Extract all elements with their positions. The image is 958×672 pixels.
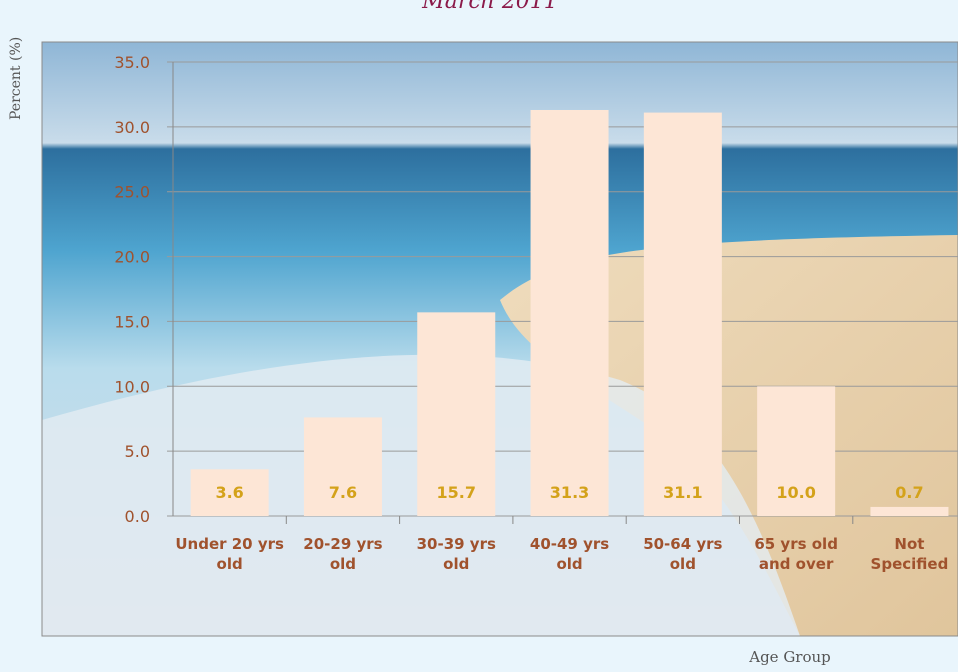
x-tick-label: 50-64 yrs old [643,535,723,573]
value-label: 0.7 [895,483,923,502]
y-tick-label: 5.0 [125,442,150,461]
bar [870,506,949,516]
y-tick-label: 35.0 [114,53,150,72]
value-label: 10.0 [776,483,815,502]
bar [303,417,382,516]
bar [757,386,836,516]
value-label: 31.3 [550,483,589,502]
bar [190,469,269,516]
y-tick-label: 30.0 [114,118,150,137]
y-tick-label: 0.0 [125,507,150,526]
bar [530,109,609,516]
bar [643,112,722,517]
x-tick-label: Under 20 yrs old [175,535,284,573]
x-tick-label: 65 yrs old and over [754,535,838,573]
value-label: 31.1 [663,483,702,502]
y-tick-label: 10.0 [114,377,150,396]
value-label: 3.6 [215,483,243,502]
x-tick-label: 40-49 yrs old [529,535,610,573]
bar [417,312,496,516]
value-label: 15.7 [437,483,476,502]
value-label: 7.6 [329,483,357,502]
x-tick-label: 20-29 yrs old [303,535,383,573]
x-tick-label: 30-39 yrs old [416,535,496,573]
y-axis-label: Percent (%) [8,37,24,120]
plot-frame [41,41,958,637]
y-tick-label: 15.0 [114,312,150,331]
x-axis-label: Age Group [748,648,831,666]
chart-title: March 2011 [421,0,558,14]
y-tick-label: 20.0 [114,248,150,267]
x-tick-label: Not Specified [870,535,949,573]
y-tick-label: 25.0 [114,183,150,202]
